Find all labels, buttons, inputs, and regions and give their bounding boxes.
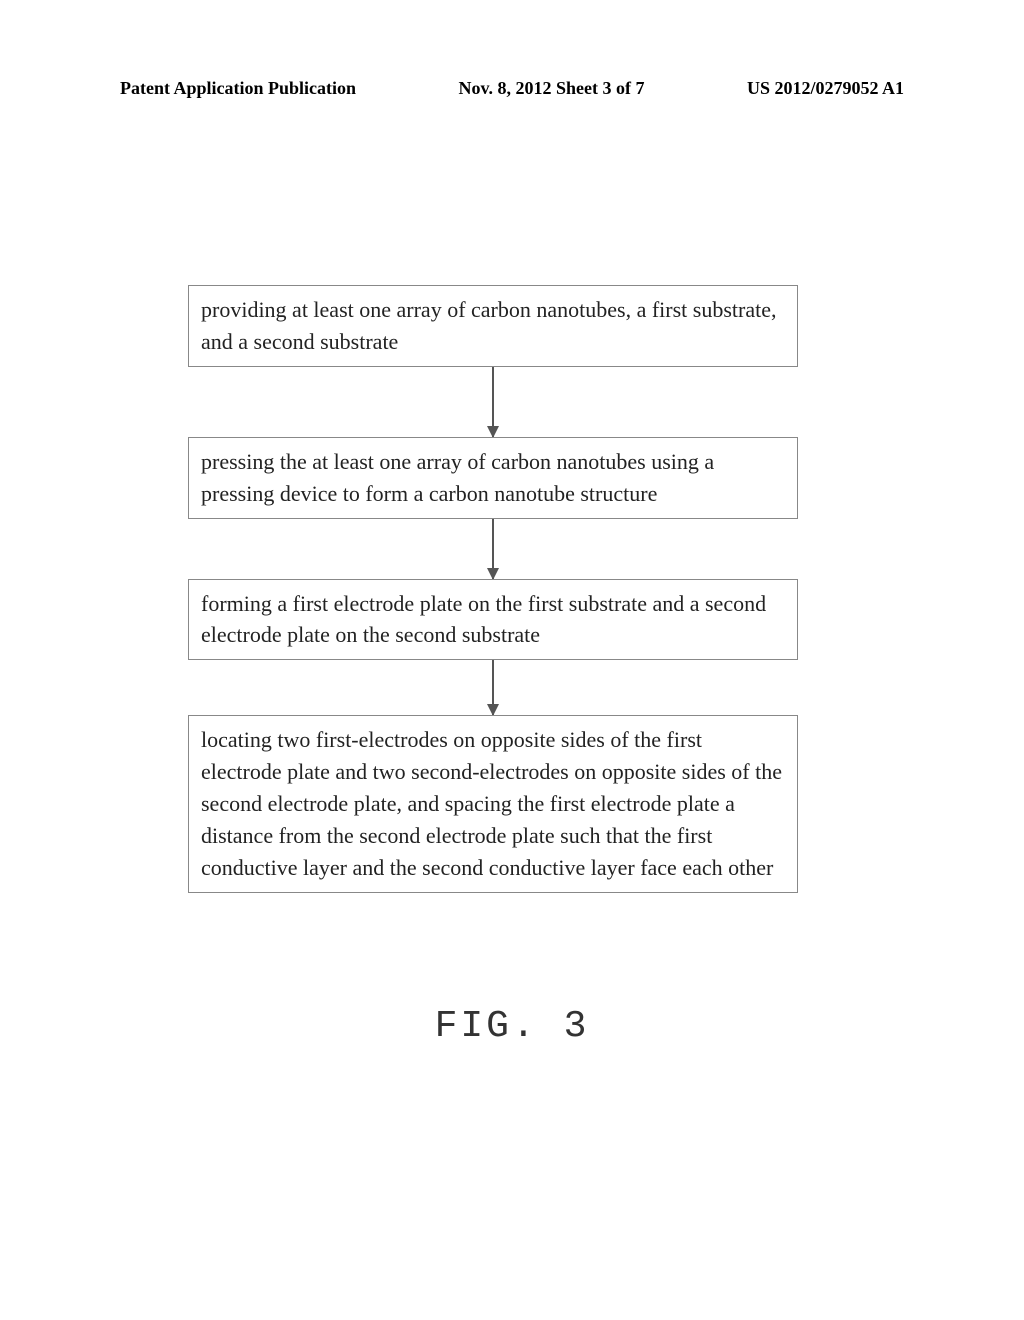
flowchart-step-2: pressing the at least one array of carbo…	[188, 437, 798, 519]
flowchart-step-4: locating two first-electrodes on opposit…	[188, 715, 798, 892]
flowchart-step-text: providing at least one array of carbon n…	[201, 297, 776, 354]
flowchart-step-1: providing at least one array of carbon n…	[188, 285, 798, 367]
flowchart-step-text: forming a first electrode plate on the f…	[201, 591, 766, 648]
arrow-down-icon	[492, 367, 494, 437]
page-header: Patent Application Publication Nov. 8, 2…	[0, 78, 1024, 99]
flowchart: providing at least one array of carbon n…	[188, 285, 798, 893]
figure-label: FIG. 3	[0, 1005, 1024, 1048]
header-patent-number: US 2012/0279052 A1	[747, 78, 904, 99]
arrow-down-icon	[492, 519, 494, 579]
header-publication-type: Patent Application Publication	[120, 78, 356, 99]
arrow-down-icon	[492, 660, 494, 715]
flowchart-step-3: forming a first electrode plate on the f…	[188, 579, 798, 661]
flowchart-step-text: pressing the at least one array of carbo…	[201, 449, 714, 506]
flowchart-arrow-3	[188, 660, 798, 715]
flowchart-arrow-2	[188, 519, 798, 579]
header-date-sheet: Nov. 8, 2012 Sheet 3 of 7	[459, 78, 645, 99]
flowchart-step-text: locating two first-electrodes on opposit…	[201, 727, 782, 880]
flowchart-arrow-1	[188, 367, 798, 437]
